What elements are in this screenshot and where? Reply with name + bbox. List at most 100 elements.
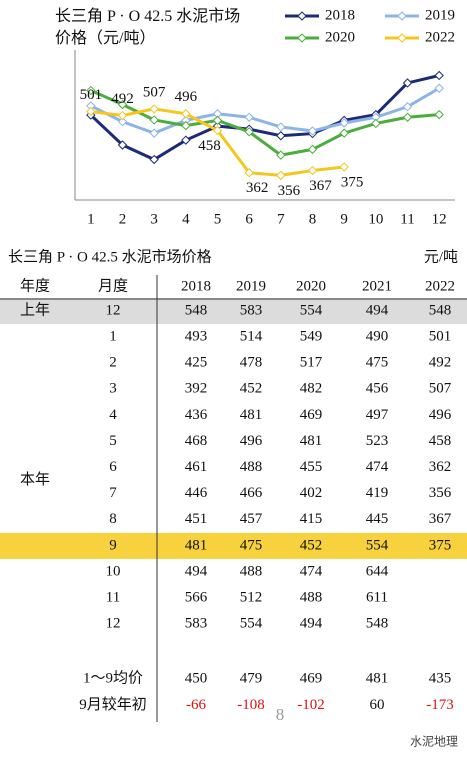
table-cell: 9月较年初 — [79, 695, 147, 713]
column-header: 月度 — [98, 277, 128, 294]
column-header: 2020 — [296, 278, 326, 294]
point — [339, 118, 349, 128]
column-header: 2021 — [362, 278, 392, 294]
series-line — [89, 74, 440, 162]
table-cell: 523 — [366, 433, 389, 449]
table-cell: -173 — [426, 697, 454, 713]
table-cell: -66 — [186, 697, 206, 713]
legend-marker — [397, 33, 407, 43]
point — [307, 126, 318, 136]
x-tick-label: 7 — [277, 211, 285, 227]
table-cell: 497 — [366, 407, 389, 423]
table-cell: 474 — [300, 563, 323, 579]
point — [117, 140, 128, 150]
table-cell: 507 — [429, 381, 452, 397]
point — [276, 150, 286, 160]
legend-label: 2020 — [325, 29, 355, 45]
point — [117, 116, 128, 127]
table-cell: 554 — [240, 616, 263, 632]
table-cell: 436 — [185, 407, 208, 423]
data-label: 496 — [175, 89, 198, 105]
table-cell: 488 — [240, 563, 263, 579]
x-tick-label: 4 — [182, 211, 190, 227]
table-cell: 566 — [185, 590, 208, 606]
table-cell: 517 — [300, 355, 323, 371]
table-cell: 375 — [429, 537, 452, 553]
column-header: 年度 — [20, 277, 50, 294]
table-cell: 481 — [240, 407, 263, 423]
table-cell: 469 — [300, 671, 323, 687]
data-label: 356 — [278, 183, 301, 199]
table-cell: 466 — [240, 485, 263, 501]
table-cell: 2 — [109, 355, 117, 371]
x-tick-label: 12 — [432, 211, 447, 227]
column-header: 2019 — [236, 278, 266, 294]
table-cell: 3 — [109, 381, 117, 397]
point — [402, 102, 413, 112]
point — [181, 135, 191, 145]
table-cell: 8 — [109, 511, 117, 527]
point — [276, 122, 286, 132]
point — [434, 83, 444, 93]
table-cell: 494 — [185, 563, 208, 579]
table-cell: 7 — [109, 485, 117, 501]
point — [276, 170, 286, 181]
table-cell: 583 — [185, 616, 208, 632]
table-cell: 446 — [185, 485, 208, 501]
table-cell: 9 — [109, 537, 117, 553]
point — [117, 110, 128, 121]
table-cell: 478 — [240, 355, 263, 371]
table-cell: 469 — [300, 407, 323, 423]
chart-title: 长三角 P · O 42.5 水泥市场价格（元/吨） — [55, 8, 241, 47]
x-tick-label: 8 — [309, 211, 317, 227]
row-group: 上年 — [20, 301, 50, 318]
legend-label: 2019 — [425, 7, 455, 23]
table-cell: 490 — [366, 329, 389, 345]
x-tick-label: 9 — [340, 211, 348, 227]
page-number: 8 — [276, 705, 285, 724]
point — [149, 104, 159, 114]
legend-marker — [297, 33, 307, 43]
point — [339, 128, 349, 138]
table-cell: 512 — [240, 590, 263, 606]
table-cell: 11 — [106, 590, 120, 606]
table-cell: 458 — [429, 433, 452, 449]
data-label: 501 — [80, 87, 103, 103]
point — [117, 99, 128, 110]
point — [212, 125, 223, 136]
series-line — [90, 89, 440, 157]
point — [181, 120, 191, 131]
table-cell: 435 — [429, 671, 452, 687]
point — [339, 162, 349, 172]
legend-marker — [297, 11, 307, 21]
point — [244, 168, 254, 178]
table-cell: 12 — [106, 302, 121, 318]
table-unit: 元/吨 — [424, 248, 458, 265]
point — [307, 144, 318, 155]
table-cell: 367 — [429, 511, 452, 527]
data-label: 492 — [111, 91, 134, 107]
table-cell: 392 — [185, 381, 208, 397]
table-cell: 488 — [300, 590, 323, 606]
point — [434, 70, 444, 81]
table-cell: 445 — [366, 511, 389, 527]
point — [149, 128, 159, 138]
row-group: 本年 — [20, 471, 50, 488]
table-cell: 6 — [109, 459, 117, 475]
legend-label: 2018 — [325, 7, 355, 23]
data-label: 458 — [198, 138, 221, 154]
table-cell: 548 — [429, 302, 452, 318]
table-cell: 548 — [366, 616, 389, 632]
table-cell: 356 — [429, 485, 452, 501]
table-cell: 475 — [240, 537, 263, 553]
point — [212, 115, 223, 126]
point — [276, 131, 286, 141]
table-cell: 481 — [185, 537, 208, 553]
table-cell: 583 — [240, 302, 263, 318]
table-cell: 549 — [300, 329, 323, 345]
table-cell: 488 — [240, 459, 263, 475]
x-tick-label: 5 — [214, 211, 222, 227]
table-cell: 554 — [300, 302, 323, 318]
